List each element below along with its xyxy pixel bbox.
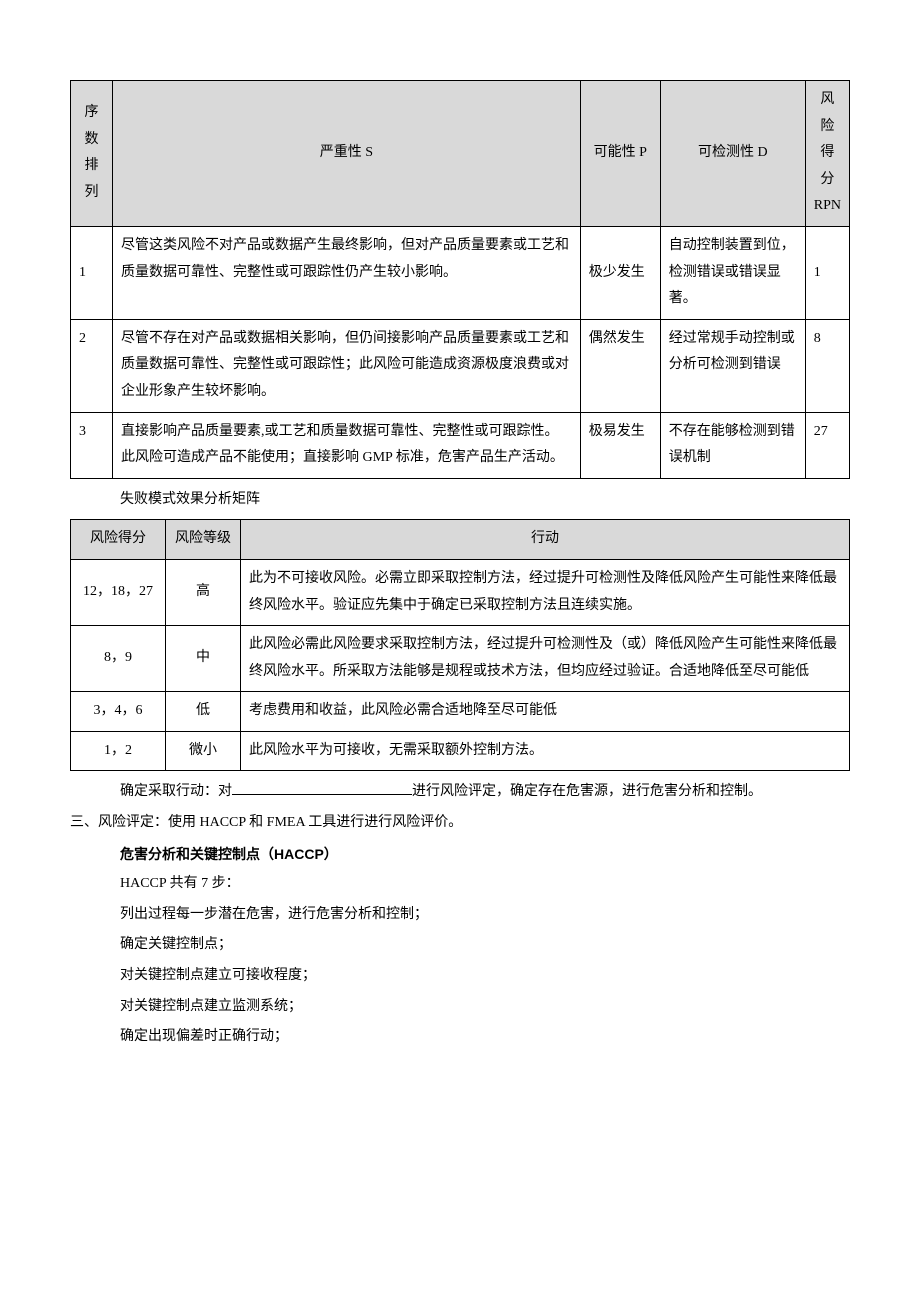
paragraph: 列出过程每一步潜在危害，进行危害分析和控制； — [120, 902, 850, 929]
cell-probability: 偶然发生 — [580, 319, 660, 412]
paragraph: 确定出现偏差时正确行动； — [120, 1024, 850, 1051]
cell-seq: 2 — [71, 319, 113, 412]
paragraph: 确定关键控制点； — [120, 932, 850, 959]
table-caption: 失败模式效果分析矩阵 — [120, 487, 850, 514]
header-severity: 严重性 S — [113, 81, 581, 227]
cell-detectability: 自动控制装置到位，检测错误或错误显著。 — [660, 226, 805, 319]
document-page: 序数排列 严重性 S 可能性 P 可检测性 D 风险得分RPN 1 尽管这类风险… — [70, 80, 850, 1051]
text-before-blank: 确定采取行动：对 — [120, 784, 232, 799]
cell-detectability: 经过常规手动控制或分析可检测到错误 — [660, 319, 805, 412]
haccp-title: 危害分析和关键控制点（HACCP） — [120, 841, 850, 868]
table-header-row: 风险得分 风险等级 行动 — [71, 520, 850, 560]
cell-score: 12，18，27 — [71, 559, 166, 625]
cell-level: 高 — [166, 559, 241, 625]
header-action: 行动 — [241, 520, 850, 560]
cell-rpn: 8 — [805, 319, 849, 412]
cell-level: 微小 — [166, 731, 241, 771]
header-score: 风险得分 — [71, 520, 166, 560]
header-level: 风险等级 — [166, 520, 241, 560]
paragraph-action: 确定采取行动：对 进行风险评定，确定存在危害源，进行危害分析和控制。 — [120, 779, 850, 806]
table-row: 1，2 微小 此风险水平为可接收，无需采取额外控制方法。 — [71, 731, 850, 771]
cell-action: 此风险必需此风险要求采取控制方法，经过提升可检测性及（或）降低风险产生可能性来降… — [241, 626, 850, 692]
cell-detectability: 不存在能够检测到错误机制 — [660, 412, 805, 478]
cell-level: 低 — [166, 692, 241, 732]
cell-rpn: 1 — [805, 226, 849, 319]
cell-seq: 3 — [71, 412, 113, 478]
header-detectability: 可检测性 D — [660, 81, 805, 227]
cell-action: 此为不可接收风险。必需立即采取控制方法，经过提升可检测性及降低风险产生可能性来降… — [241, 559, 850, 625]
risk-action-table: 风险得分 风险等级 行动 12，18，27 高 此为不可接收风险。必需立即采取控… — [70, 519, 850, 771]
table-header-row: 序数排列 严重性 S 可能性 P 可检测性 D 风险得分RPN — [71, 81, 850, 227]
cell-score: 1，2 — [71, 731, 166, 771]
table-row: 12，18，27 高 此为不可接收风险。必需立即采取控制方法，经过提升可检测性及… — [71, 559, 850, 625]
cell-probability: 极易发生 — [580, 412, 660, 478]
cell-seq: 1 — [71, 226, 113, 319]
header-seq: 序数排列 — [71, 81, 113, 227]
section-heading: 三、风险评定：使用 HACCP 和 FMEA 工具进行进行风险评价。 — [70, 810, 850, 837]
header-probability: 可能性 P — [580, 81, 660, 227]
cell-score: 3，4，6 — [71, 692, 166, 732]
table-row: 2 尽管不存在对产品或数据相关影响，但仍间接影响产品质量要素或工艺和质量数据可靠… — [71, 319, 850, 412]
cell-level: 中 — [166, 626, 241, 692]
text-after-blank: 进行风险评定，确定存在危害源，进行危害分析和控制。 — [412, 784, 762, 799]
paragraph: HACCP 共有 7 步： — [120, 871, 850, 898]
table-row: 3 直接影响产品质量要素,或工艺和质量数据可靠性、完整性或可跟踪性。此风险可造成… — [71, 412, 850, 478]
paragraph: 对关键控制点建立可接收程度； — [120, 963, 850, 990]
severity-table: 序数排列 严重性 S 可能性 P 可检测性 D 风险得分RPN 1 尽管这类风险… — [70, 80, 850, 479]
header-rpn: 风险得分RPN — [805, 81, 849, 227]
cell-severity: 尽管不存在对产品或数据相关影响，但仍间接影响产品质量要素或工艺和质量数据可靠性、… — [113, 319, 581, 412]
table-row: 3，4，6 低 考虑费用和收益，此风险必需合适地降至尽可能低 — [71, 692, 850, 732]
cell-probability: 极少发生 — [580, 226, 660, 319]
table-row: 8，9 中 此风险必需此风险要求采取控制方法，经过提升可检测性及（或）降低风险产… — [71, 626, 850, 692]
table-row: 1 尽管这类风险不对产品或数据产生最终影响，但对产品质量要素或工艺和质量数据可靠… — [71, 226, 850, 319]
cell-severity: 尽管这类风险不对产品或数据产生最终影响，但对产品质量要素或工艺和质量数据可靠性、… — [113, 226, 581, 319]
cell-action: 此风险水平为可接收，无需采取额外控制方法。 — [241, 731, 850, 771]
fill-blank — [232, 780, 412, 795]
cell-score: 8，9 — [71, 626, 166, 692]
cell-action: 考虑费用和收益，此风险必需合适地降至尽可能低 — [241, 692, 850, 732]
cell-rpn: 27 — [805, 412, 849, 478]
cell-severity: 直接影响产品质量要素,或工艺和质量数据可靠性、完整性或可跟踪性。此风险可造成产品… — [113, 412, 581, 478]
paragraph: 对关键控制点建立监测系统； — [120, 994, 850, 1021]
